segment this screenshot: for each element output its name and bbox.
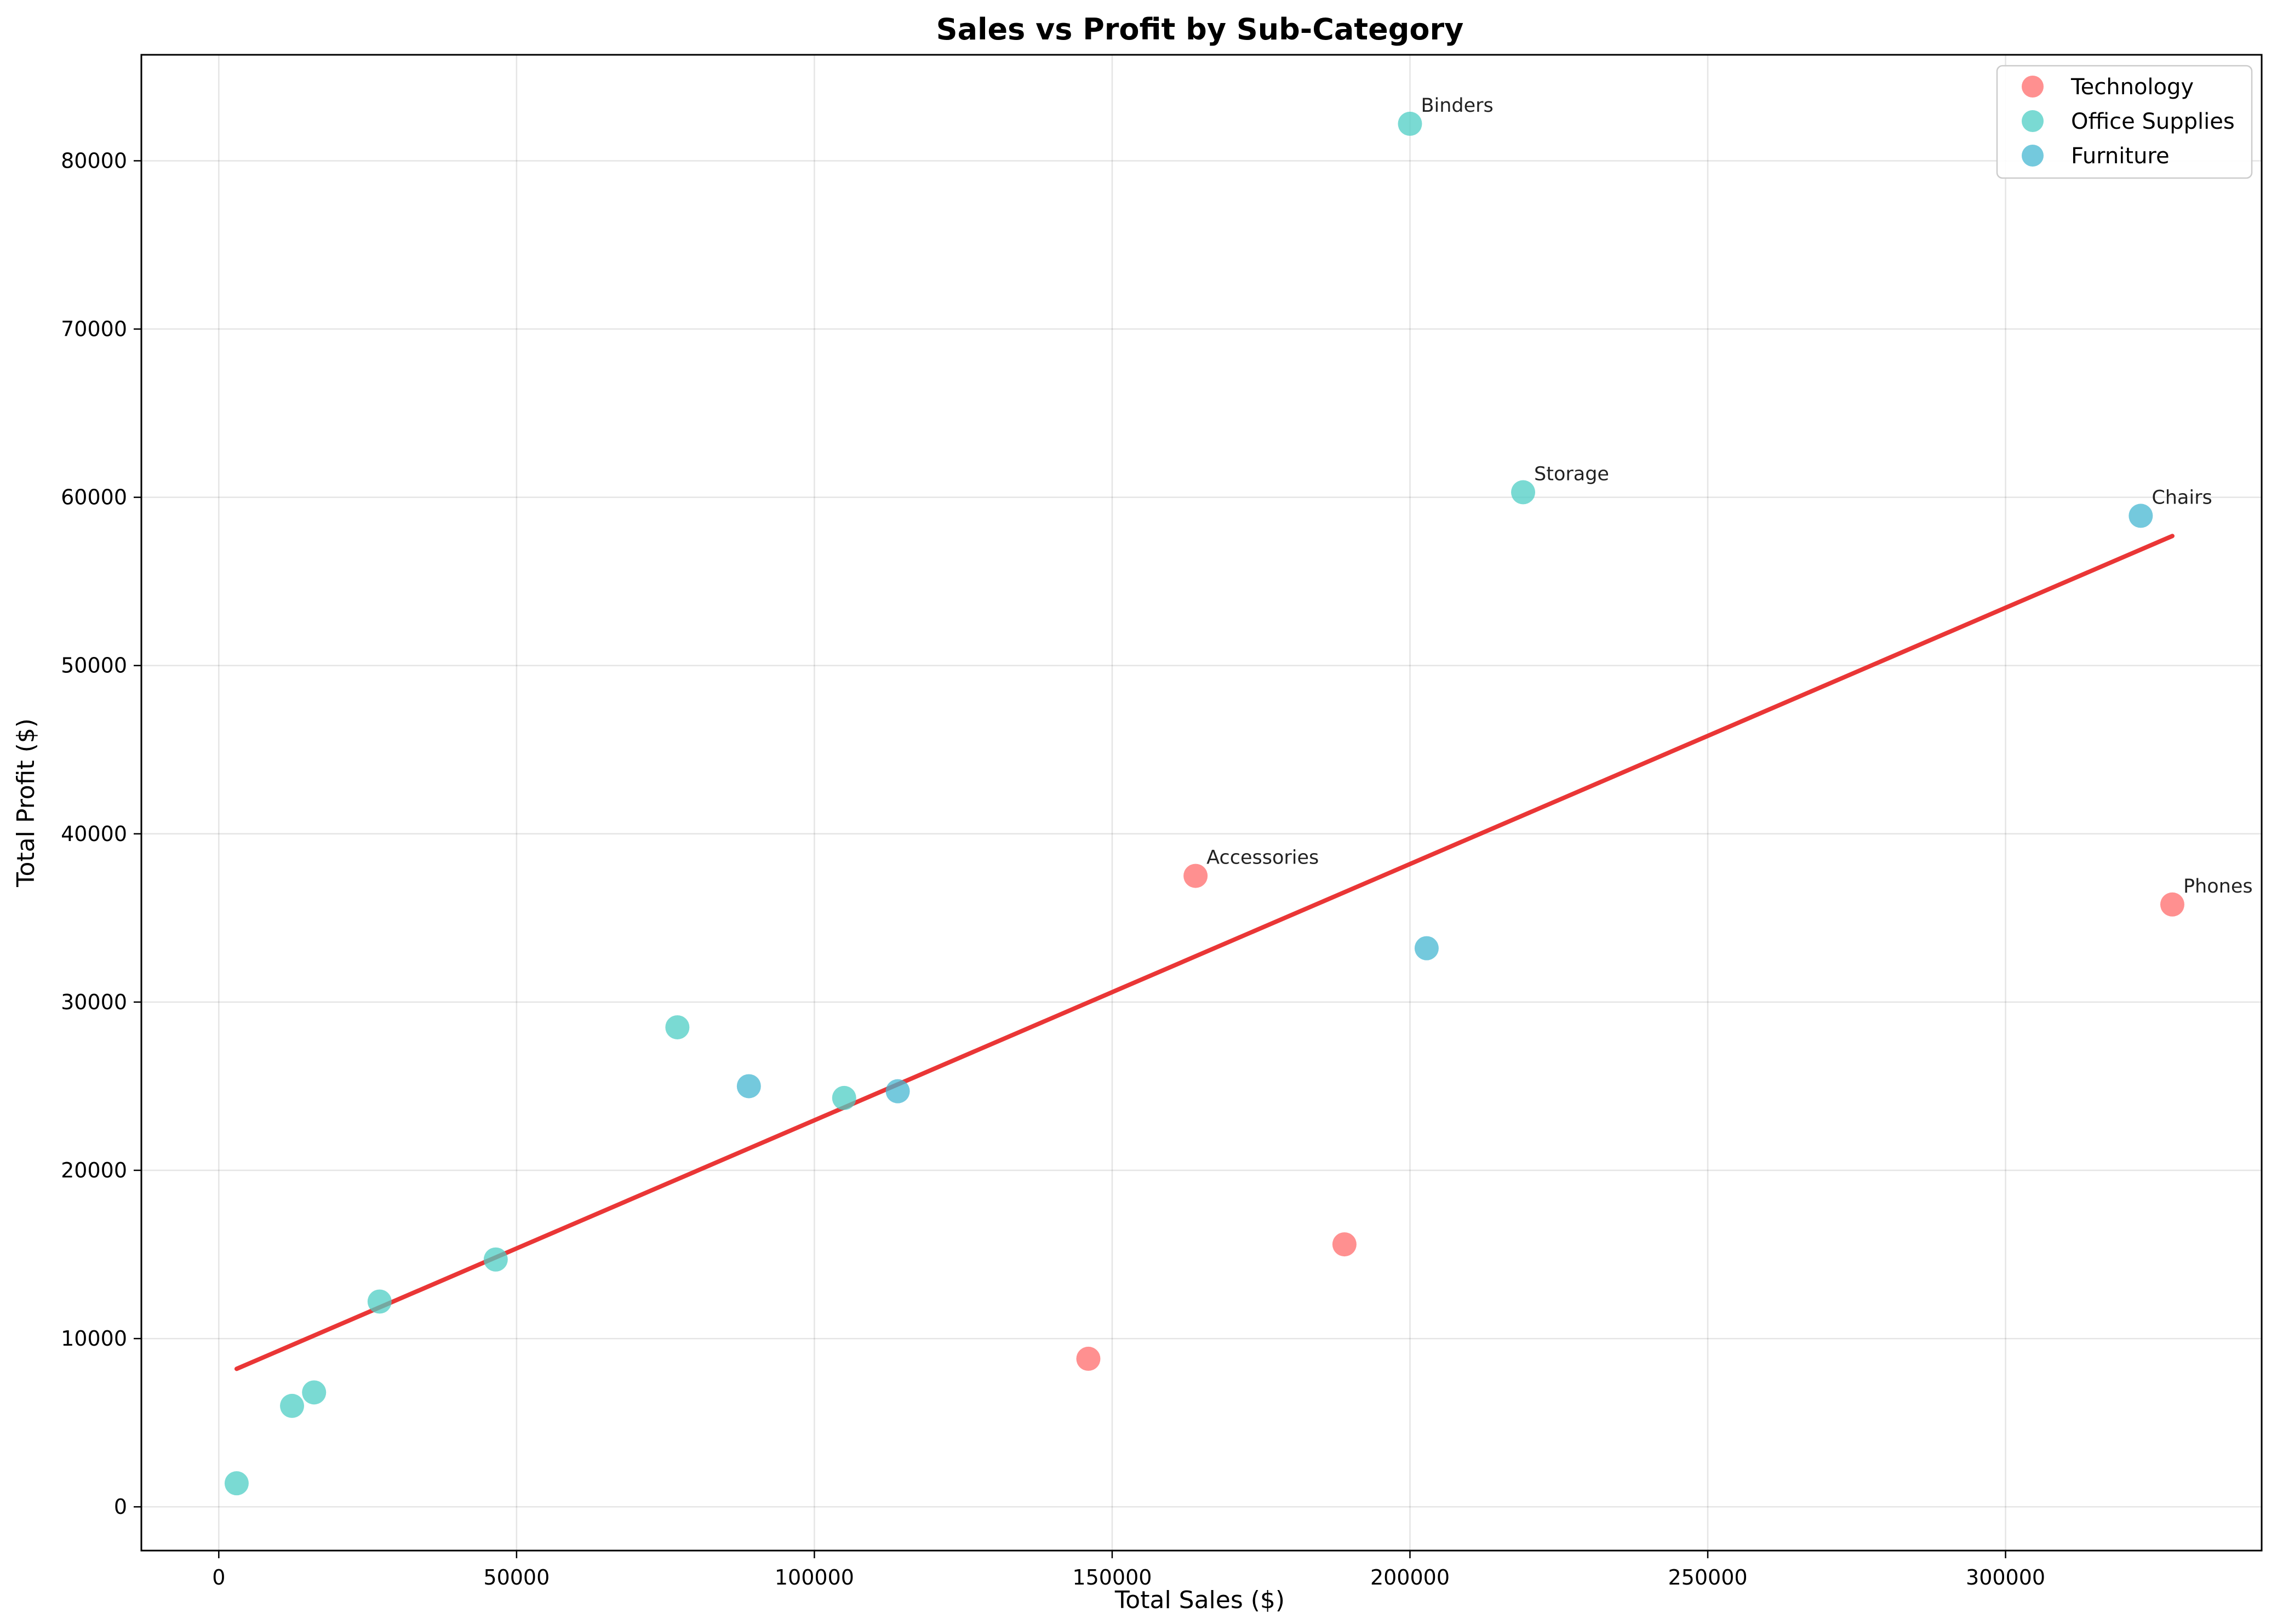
trend-line xyxy=(234,534,2175,1371)
data-point xyxy=(1511,480,1536,505)
y-tick-label: 0 xyxy=(114,1495,127,1519)
x-tick-label: 0 xyxy=(212,1565,225,1589)
point-label: Accessories xyxy=(1206,847,1319,869)
x-tick-label: 100000 xyxy=(775,1565,854,1589)
data-point xyxy=(885,1079,910,1103)
axis-ticks: 0 50000 100000 150000 200000 250000 300000 0 100… xyxy=(61,148,2045,1589)
chart-title: Sales vs Profit by Sub-Category xyxy=(936,12,1464,47)
y-tick-label: 30000 xyxy=(61,990,127,1014)
data-point xyxy=(665,1015,690,1039)
y-tick-label: 50000 xyxy=(61,654,127,678)
data-point xyxy=(1414,936,1439,960)
data-point xyxy=(302,1380,327,1405)
y-tick-label: 40000 xyxy=(61,822,127,846)
point-label: Chairs xyxy=(2152,487,2212,508)
data-point xyxy=(367,1289,392,1314)
x-tick-label: 50000 xyxy=(483,1565,550,1589)
point-label: Binders xyxy=(1421,95,1493,117)
data-point xyxy=(2160,892,2184,917)
x-axis-label: Total Sales ($) xyxy=(1114,1586,1285,1614)
legend-marker xyxy=(2022,76,2044,98)
legend: Technology Office Supplies Furniture xyxy=(1996,65,2253,179)
y-tick-label: 70000 xyxy=(61,317,127,341)
x-tick-label: 300000 xyxy=(1966,1565,2045,1589)
data-point xyxy=(483,1247,508,1272)
grid-lines xyxy=(141,55,2262,1551)
legend-marker xyxy=(2022,145,2044,167)
point-label: Storage xyxy=(1534,463,1609,485)
legend-label: Office Supplies xyxy=(2071,109,2235,134)
trend-line-layer xyxy=(234,534,2175,1371)
legend-box xyxy=(1996,65,2253,179)
data-point xyxy=(1332,1232,1357,1257)
legend-label: Furniture xyxy=(2071,144,2170,169)
x-tick-label: 200000 xyxy=(1370,1565,1450,1589)
y-tick-label: 10000 xyxy=(61,1326,127,1351)
legend-label: Technology xyxy=(2070,75,2194,100)
data-point xyxy=(224,1471,249,1496)
data-points xyxy=(224,111,2184,1496)
point-label: Phones xyxy=(2183,876,2253,897)
y-axis-label: Total Profit ($) xyxy=(12,718,40,888)
point-labels: Accessories Phones Binders Storage Chairs xyxy=(1206,95,2252,897)
data-point xyxy=(280,1393,305,1418)
x-tick-label: 150000 xyxy=(1072,1565,1152,1589)
data-point xyxy=(2129,504,2153,528)
legend-marker xyxy=(2022,110,2044,132)
data-point xyxy=(1398,111,1422,136)
x-tick-label: 250000 xyxy=(1668,1565,1747,1589)
data-point xyxy=(1183,864,1208,888)
y-tick-label: 80000 xyxy=(61,148,127,173)
data-point xyxy=(1076,1346,1101,1371)
plot-frame xyxy=(140,54,2263,1552)
y-tick-label: 20000 xyxy=(61,1158,127,1182)
y-tick-label: 60000 xyxy=(61,485,127,510)
data-point xyxy=(736,1074,761,1099)
data-point xyxy=(832,1085,856,1110)
